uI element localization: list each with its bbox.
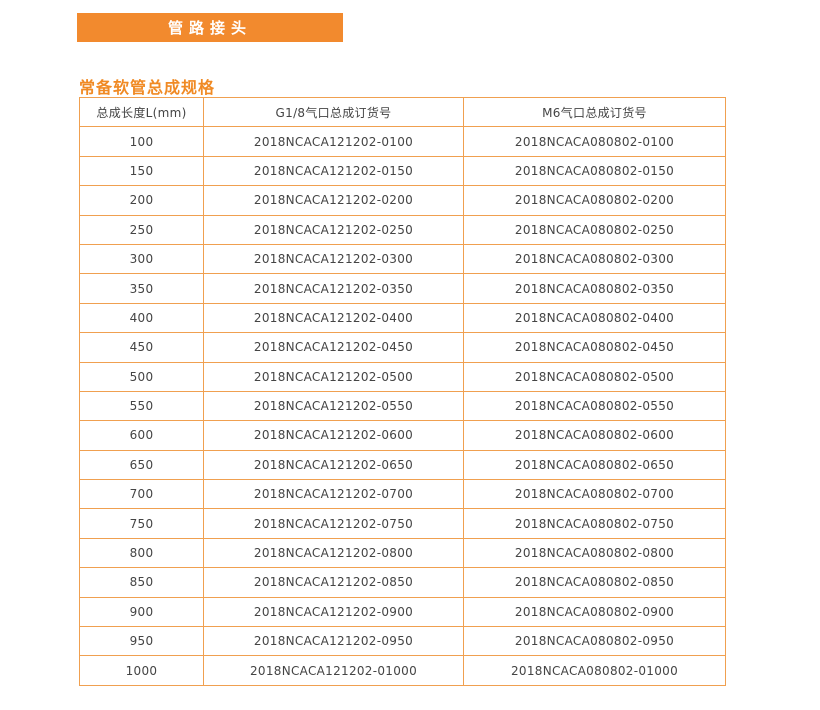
cell-length: 1000 (79, 655, 204, 686)
cell-g18-order-no: 2018NCACA121202-0400 (203, 302, 464, 334)
table-row: 350 2018NCACA121202-0350 2018NCACA080802-0… (79, 273, 726, 304)
cell-length: 600 (79, 420, 204, 451)
cell-length: 450 (79, 332, 204, 363)
table-row: 950 2018NCACA121202-0950 2018NCACA080802-0… (79, 626, 726, 657)
table-row: 500 2018NCACA121202-0500 2018NCACA080802-0… (79, 361, 726, 392)
cell-length: 100 (79, 126, 204, 157)
table-row: 600 2018NCACA121202-0600 2018NCACA080802-0… (79, 420, 726, 451)
cell-length: 200 (79, 185, 204, 216)
cell-length: 250 (79, 214, 204, 245)
table-row: 650 2018NCACA121202-0650 2018NCACA080802-0… (79, 449, 726, 481)
cell-g18-order-no: 2018NCACA121202-0300 (203, 243, 464, 275)
cell-m6-order-no: 2018NCACA080802-0750 (463, 508, 726, 539)
table-row: 200 2018NCACA121202-0200 2018NCACA080802-0… (79, 185, 726, 216)
cell-length: 750 (79, 508, 204, 539)
section-banner: 管路接头 (77, 13, 343, 42)
cell-m6-order-no: 2018NCACA080802-0800 (463, 537, 726, 569)
table-header-row: 总成长度L(mm) G1/8气口总成订货号 M6气口总成订货号 (79, 96, 726, 128)
cell-m6-order-no: 2018NCACA080802-0500 (463, 361, 726, 392)
cell-length: 550 (79, 390, 204, 422)
banner-title: 管路接头 (167, 19, 252, 37)
cell-g18-order-no: 2018NCACA121202-0150 (203, 155, 464, 187)
cell-m6-order-no: 2018NCACA080802-0450 (463, 332, 726, 363)
header-m6-order-no: M6气口总成订货号 (463, 96, 726, 128)
table-row: 550 2018NCACA121202-0550 2018NCACA080802-0… (79, 390, 726, 422)
cell-m6-order-no: 2018NCACA080802-0900 (463, 596, 726, 628)
cell-length: 800 (79, 537, 204, 569)
cell-length: 400 (79, 302, 204, 334)
table-row: 400 2018NCACA121202-0400 2018NCACA080802-0… (79, 302, 726, 334)
table-row: 700 2018NCACA121202-0700 2018NCACA080802-0… (79, 479, 726, 510)
table-row: 300 2018NCACA121202-0300 2018NCACA080802-0… (79, 243, 726, 275)
cell-g18-order-no: 2018NCACA121202-0200 (203, 185, 464, 216)
table-row: 450 2018NCACA121202-0450 2018NCACA080802-0… (79, 332, 726, 363)
cell-g18-order-no: 2018NCACA121202-0250 (203, 214, 464, 245)
table-row: 150 2018NCACA121202-0150 2018NCACA080802-0… (79, 155, 726, 187)
cell-m6-order-no: 2018NCACA080802-0950 (463, 626, 726, 657)
cell-m6-order-no: 2018NCACA080802-0400 (463, 302, 726, 334)
table-row: 100 2018NCACA121202-0100 2018NCACA080802-0… (79, 126, 726, 157)
cell-g18-order-no: 2018NCACA121202-01000 (203, 655, 464, 686)
cell-g18-order-no: 2018NCACA121202-0100 (203, 126, 464, 157)
table-row: 900 2018NCACA121202-0900 2018NCACA080802-0… (79, 596, 726, 628)
cell-g18-order-no: 2018NCACA121202-0450 (203, 332, 464, 363)
cell-length: 650 (79, 449, 204, 481)
cell-m6-order-no: 2018NCACA080802-01000 (463, 655, 726, 686)
cell-m6-order-no: 2018NCACA080802-0550 (463, 390, 726, 422)
cell-m6-order-no: 2018NCACA080802-0200 (463, 185, 726, 216)
cell-length: 350 (79, 273, 204, 304)
cell-g18-order-no: 2018NCACA121202-0600 (203, 420, 464, 451)
cell-length: 500 (79, 361, 204, 392)
header-length: 总成长度L(mm) (79, 96, 204, 128)
cell-g18-order-no: 2018NCACA121202-0900 (203, 596, 464, 628)
cell-g18-order-no: 2018NCACA121202-0550 (203, 390, 464, 422)
cell-g18-order-no: 2018NCACA121202-0800 (203, 537, 464, 569)
cell-length: 850 (79, 567, 204, 598)
cell-g18-order-no: 2018NCACA121202-0950 (203, 626, 464, 657)
cell-length: 700 (79, 479, 204, 510)
cell-g18-order-no: 2018NCACA121202-0850 (203, 567, 464, 598)
table-row: 250 2018NCACA121202-0250 2018NCACA080802-0… (79, 214, 726, 245)
cell-m6-order-no: 2018NCACA080802-0700 (463, 479, 726, 510)
table-row: 850 2018NCACA121202-0850 2018NCACA080802-0… (79, 567, 726, 598)
cell-m6-order-no: 2018NCACA080802-0650 (463, 449, 726, 481)
cell-g18-order-no: 2018NCACA121202-0750 (203, 508, 464, 539)
hose-spec-table: 总成长度L(mm) G1/8气口总成订货号 M6气口总成订货号 100 2018N… (79, 96, 726, 686)
cell-m6-order-no: 2018NCACA080802-0850 (463, 567, 726, 598)
cell-length: 300 (79, 243, 204, 275)
table-row: 1000 2018NCACA121202-01000 2018NCACA080802… (79, 655, 726, 686)
cell-length: 900 (79, 596, 204, 628)
cell-m6-order-no: 2018NCACA080802-0300 (463, 243, 726, 275)
table-title: 常备软管总成规格 (79, 78, 216, 97)
header-g18-order-no: G1/8气口总成订货号 (203, 96, 464, 128)
cell-g18-order-no: 2018NCACA121202-0700 (203, 479, 464, 510)
cell-length: 150 (79, 155, 204, 187)
table-row: 800 2018NCACA121202-0800 2018NCACA080802-0… (79, 537, 726, 569)
cell-m6-order-no: 2018NCACA080802-0350 (463, 273, 726, 304)
cell-m6-order-no: 2018NCACA080802-0150 (463, 155, 726, 187)
cell-g18-order-no: 2018NCACA121202-0350 (203, 273, 464, 304)
cell-g18-order-no: 2018NCACA121202-0500 (203, 361, 464, 392)
cell-length: 950 (79, 626, 204, 657)
cell-m6-order-no: 2018NCACA080802-0100 (463, 126, 726, 157)
table-row: 750 2018NCACA121202-0750 2018NCACA080802-0… (79, 508, 726, 539)
cell-g18-order-no: 2018NCACA121202-0650 (203, 449, 464, 481)
cell-m6-order-no: 2018NCACA080802-0600 (463, 420, 726, 451)
cell-m6-order-no: 2018NCACA080802-0250 (463, 214, 726, 245)
